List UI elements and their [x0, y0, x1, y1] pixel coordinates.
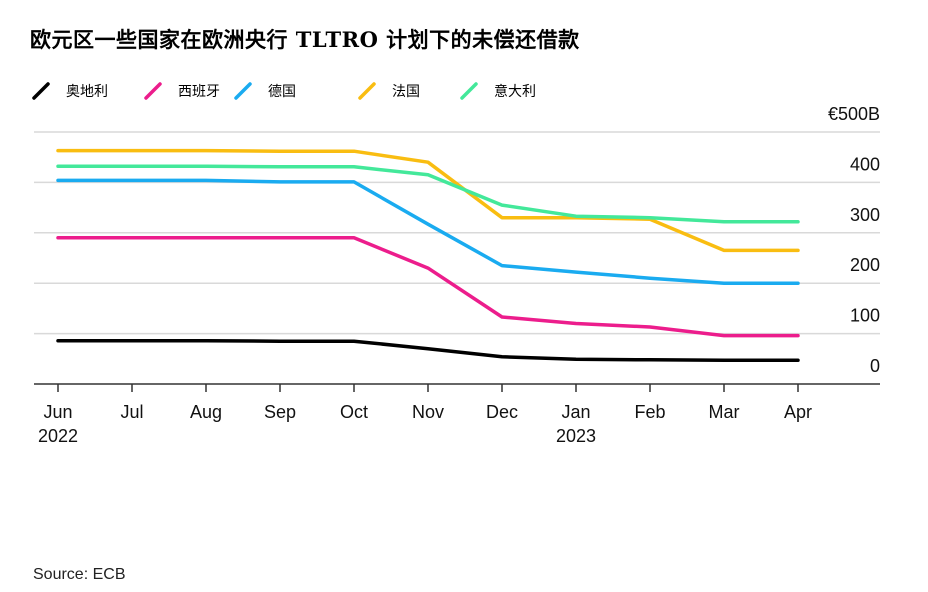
x-year-label: 2022	[38, 426, 78, 446]
x-tick-label: Sep	[264, 402, 296, 422]
legend-label: 西班牙	[178, 84, 220, 100]
y-tick-label: 400	[850, 154, 880, 174]
legend-item: 德国	[232, 78, 296, 104]
x-tick-label: Jul	[120, 402, 143, 422]
chart-title: 欧元区一些国家在欧洲央行 TLTRO 计划下的未偿还借款	[30, 27, 580, 52]
legend-label: 德国	[268, 84, 296, 100]
y-tick-label: 100	[850, 306, 880, 326]
x-tick-label: Feb	[634, 402, 665, 422]
x-tick-label: Dec	[486, 402, 518, 422]
series-line-0	[56, 338, 800, 363]
x-tick-label: Oct	[340, 402, 368, 422]
series-line-3	[56, 148, 800, 253]
legend: 奥地利 西班牙 德国 法国 意大利	[30, 78, 910, 104]
x-tick-label: Nov	[412, 402, 444, 422]
x-tick-label: Jan	[561, 402, 590, 422]
x-tick-label: Mar	[709, 402, 740, 422]
legend-label: 意大利	[494, 84, 536, 100]
series-line-4	[56, 164, 800, 224]
y-tick-label: 200	[850, 255, 880, 275]
legend-item: 意大利	[458, 78, 536, 104]
x-tick-label: Apr	[784, 402, 812, 422]
legend-label: 法国	[392, 84, 420, 100]
legend-swatch	[358, 82, 376, 100]
y-tick-label: 0	[870, 356, 880, 376]
series-line-1	[56, 236, 800, 338]
y-tick-label: 300	[850, 205, 880, 225]
legend-label: 奥地利	[66, 84, 108, 100]
legend-item: 西班牙	[142, 78, 220, 104]
legend-swatch	[144, 82, 162, 100]
series-line-2	[56, 178, 800, 285]
legend-swatch	[234, 82, 252, 100]
legend-swatch	[460, 82, 478, 100]
x-year-label: 2023	[556, 426, 596, 446]
y-tick-label: €500B	[828, 104, 880, 124]
x-tick-label: Jun	[43, 402, 72, 422]
legend-item: 法国	[356, 78, 420, 104]
source-note: Source: ECB	[33, 566, 126, 583]
legend-item: 奥地利	[30, 78, 108, 104]
x-tick-label: Aug	[190, 402, 222, 422]
legend-swatch	[32, 82, 50, 100]
